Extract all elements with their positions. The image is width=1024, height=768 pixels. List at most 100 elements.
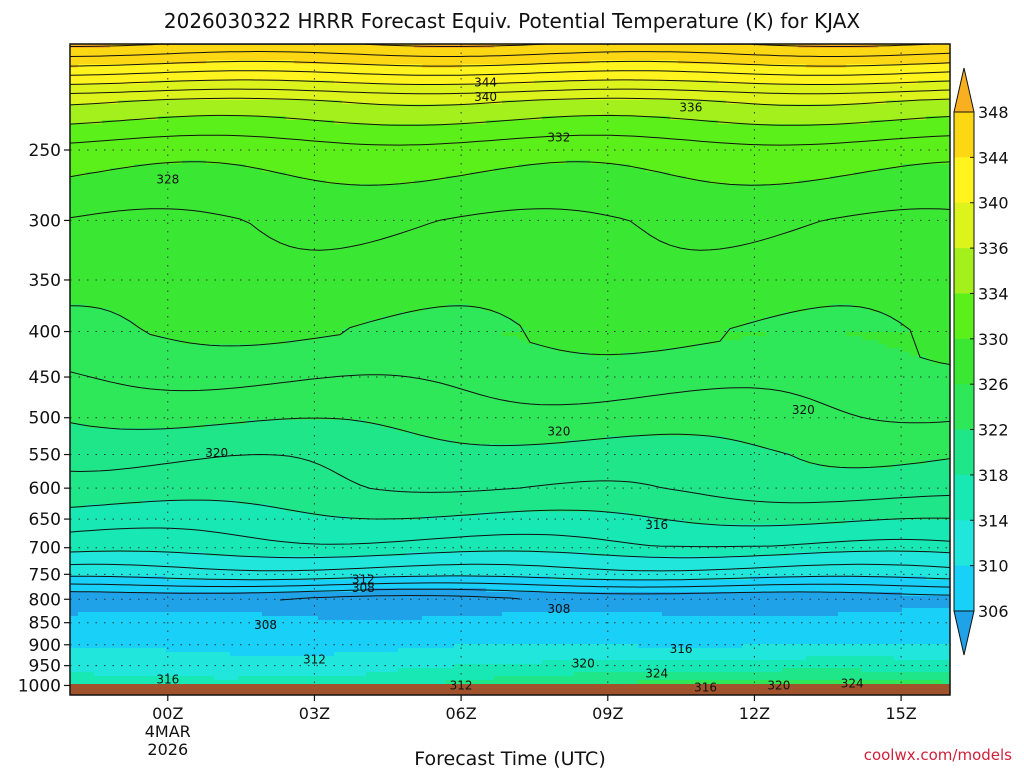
contour-band: [838, 612, 847, 645]
contour-band: [886, 644, 895, 657]
contour-band: [294, 64, 303, 81]
contour-band: [718, 100, 727, 125]
contour-band: [742, 580, 751, 593]
contour-band: [854, 468, 863, 521]
contour-band: [502, 332, 511, 337]
contour-band: [302, 64, 311, 81]
contour-band: [870, 644, 879, 657]
contour-band: [942, 660, 950, 673]
contour-band: [710, 648, 719, 661]
contour-band: [494, 44, 503, 65]
contour-band: [790, 104, 799, 125]
contour-band: [566, 592, 575, 613]
contour-band: [758, 84, 767, 105]
contour-band: [710, 100, 719, 121]
contour-band: [494, 644, 503, 665]
contour-band: [438, 552, 447, 577]
contour-band: [190, 500, 199, 553]
contour-band: [462, 104, 471, 125]
contour-band: [230, 344, 239, 425]
contour-band: [878, 168, 887, 313]
contour-band: [702, 524, 711, 557]
contour-band: [334, 516, 343, 557]
contour-line: [70, 88, 950, 95]
contour-band: [350, 420, 359, 521]
contour-band: [582, 612, 591, 645]
contour-label-text: 340: [474, 90, 497, 104]
contour-band: [598, 60, 607, 81]
contour-band: [206, 556, 215, 581]
contour-band: [846, 104, 855, 125]
contour-band: [158, 100, 167, 117]
contour-band: [654, 100, 663, 117]
contour-band: [326, 556, 335, 581]
contour-band: [182, 160, 191, 345]
y-tick-label: 500: [29, 409, 61, 429]
contour-band: [710, 672, 719, 681]
contour-band: [454, 588, 463, 617]
contour-band: [430, 440, 439, 517]
contour-band: [126, 120, 135, 169]
contour-band: [566, 116, 575, 161]
contour-band: [254, 60, 263, 81]
contour-band: [486, 664, 495, 681]
contour-band: [878, 672, 887, 681]
contour-band: [726, 660, 735, 673]
contour-band: [630, 672, 639, 685]
contour-label-text: 324: [645, 667, 668, 681]
contour-band: [630, 44, 639, 61]
contour-band: [902, 120, 911, 165]
contour-label: 320: [572, 657, 595, 671]
contour-band: [886, 576, 895, 593]
contour-band: [238, 656, 247, 677]
contour-band: [246, 80, 255, 101]
contour-label: 316: [694, 680, 717, 694]
contour-band: [894, 644, 903, 661]
contour-band: [734, 616, 743, 649]
contour-band: [366, 424, 375, 521]
contour-band: [174, 44, 183, 65]
contour-band: [342, 516, 351, 557]
contour-band: [806, 84, 815, 105]
contour-band: [190, 652, 199, 677]
contour-band: [942, 364, 950, 461]
contour-band: [350, 104, 359, 125]
contour-band: [390, 84, 399, 105]
contour-band: [94, 104, 103, 125]
contour-band: [662, 660, 671, 673]
contour-band: [374, 124, 383, 185]
contour-band: [422, 124, 431, 181]
contour-band: [254, 344, 263, 421]
contour-band: [614, 356, 623, 437]
contour-band: [598, 672, 607, 685]
contour-band: [622, 352, 631, 437]
contour-band: [254, 100, 263, 117]
contour-band: [862, 332, 871, 341]
contour-band: [262, 504, 271, 557]
y-tick-label: 850: [29, 614, 61, 634]
contour-band: [654, 116, 663, 173]
contour-band: [422, 308, 431, 437]
contour-band: [838, 644, 847, 657]
contour-band: [934, 520, 943, 553]
contour-label: 344: [474, 76, 497, 90]
contour-band: [782, 524, 791, 557]
contour-band: [806, 180, 815, 309]
contour-band: [198, 44, 207, 65]
contour-band: [214, 556, 223, 581]
contour-band: [182, 428, 191, 501]
contour-band: [614, 612, 623, 645]
contour-band: [542, 592, 551, 613]
contour-band: [454, 104, 463, 125]
contour-band: [918, 596, 927, 609]
contour-label-text: 320: [792, 403, 815, 417]
contour-band: [558, 676, 567, 689]
contour-band: [574, 552, 583, 581]
contour-band: [758, 576, 767, 593]
contour-band: [646, 580, 655, 593]
contour-band: [142, 64, 151, 85]
contour-labels: 3443403363323283203203203163123083083083…: [156, 76, 863, 695]
contour-band: [702, 672, 711, 681]
contour-band: [134, 552, 143, 577]
